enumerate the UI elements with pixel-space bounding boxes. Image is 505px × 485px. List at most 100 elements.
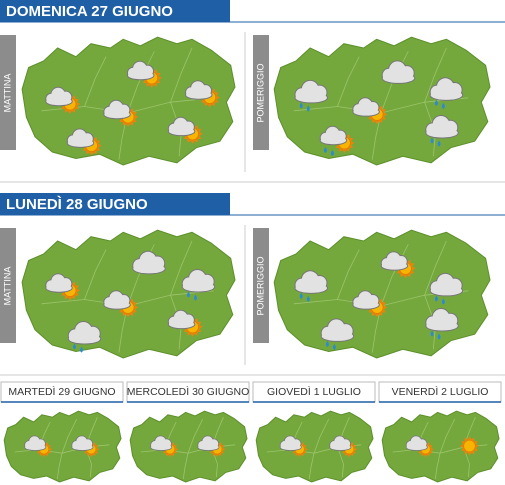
- weather-icon: [405, 435, 434, 458]
- cloud-fill: [67, 139, 94, 147]
- cloud-fill: [430, 90, 463, 100]
- weather-icon: [352, 290, 388, 318]
- region-map: [3, 410, 122, 483]
- cloud-fill: [426, 128, 458, 138]
- sun-disc: [463, 439, 476, 453]
- weather-icon: [429, 272, 464, 305]
- period-label: MATTINA: [2, 267, 12, 306]
- weather-icon: [425, 308, 459, 340]
- rain-drop: [306, 105, 310, 112]
- weather-icon: [167, 116, 203, 144]
- weather-icon: [45, 273, 80, 301]
- weather-icon: [67, 321, 102, 353]
- region-map: [381, 410, 500, 483]
- day-header-bar: [0, 193, 230, 215]
- cloud-fill: [168, 320, 195, 329]
- cloud-fill: [295, 92, 327, 103]
- valley-line: [84, 249, 107, 300]
- day-header-bar: [0, 0, 230, 22]
- region-shape: [381, 410, 500, 483]
- valley-line: [434, 453, 441, 480]
- weather-icon: [320, 318, 355, 350]
- rain-drop: [299, 102, 303, 109]
- region-shape: [21, 229, 236, 359]
- weather-icon: [126, 60, 162, 88]
- rain-drop: [306, 295, 310, 302]
- valley-line: [380, 51, 409, 114]
- weather-icon: [380, 251, 416, 279]
- region-map: [21, 229, 236, 359]
- period-label: POMERIGGIO: [255, 256, 265, 315]
- period-label-bar: [0, 228, 16, 343]
- valley-line: [182, 453, 189, 480]
- weather-icon: [167, 309, 203, 337]
- period-label: POMERIGGIO: [255, 63, 265, 122]
- weather-icon: [352, 97, 388, 125]
- weather-icon: [150, 435, 178, 458]
- weather-icon: [319, 125, 355, 156]
- cloud-fill: [25, 444, 46, 451]
- cloud-fill: [295, 283, 327, 293]
- cloud-fill: [104, 110, 130, 119]
- valley-line: [308, 453, 315, 480]
- region-shape: [129, 410, 248, 483]
- rain-drop: [80, 346, 83, 353]
- valley-line: [313, 418, 330, 454]
- rain-drop: [430, 330, 434, 337]
- cloud-fill: [426, 321, 458, 331]
- weather-icon: [181, 269, 216, 301]
- cloud-fill: [381, 261, 408, 270]
- valley-line: [170, 240, 193, 296]
- valley-line: [56, 453, 63, 480]
- cloud-fill: [320, 136, 347, 145]
- rain-drop: [299, 292, 303, 299]
- cloud-fill: [168, 127, 195, 136]
- cloud-fill: [72, 444, 93, 451]
- rain-drop: [323, 147, 327, 153]
- weather-icon: [197, 435, 226, 458]
- valley-line: [84, 56, 107, 107]
- cloud-fill: [127, 71, 154, 80]
- weather-icon: [24, 435, 52, 458]
- valley-line: [424, 47, 447, 103]
- rain-drop: [73, 343, 76, 350]
- period-label-bar: [253, 228, 269, 343]
- cloud-fill: [406, 444, 427, 451]
- weather-icon: [425, 115, 459, 147]
- cloud-fill: [330, 444, 351, 451]
- rain-drop: [437, 333, 441, 340]
- cloud-fill: [353, 300, 379, 309]
- weather-icon: [66, 128, 102, 156]
- rain-drop: [186, 291, 190, 298]
- weather-icon: [103, 99, 139, 127]
- cloud-fill: [46, 284, 72, 292]
- valley-line: [439, 418, 456, 454]
- valley-line: [424, 240, 447, 296]
- weather-icon: [459, 436, 480, 456]
- rain-drop: [441, 298, 445, 305]
- rain-drop: [330, 150, 334, 156]
- region-shape: [255, 410, 374, 483]
- region-map: [255, 410, 374, 483]
- cloud-fill: [46, 97, 72, 106]
- valley-line: [170, 47, 193, 103]
- weather-icon: [294, 270, 328, 302]
- cloud-fill: [280, 444, 301, 451]
- cloud-fill: [133, 263, 165, 274]
- rain-drop: [434, 295, 438, 302]
- valley-line: [337, 56, 360, 107]
- period-label: MATTINA: [2, 74, 12, 113]
- rain-drop: [332, 344, 336, 350]
- cloud-fill: [321, 331, 354, 341]
- outlook-title: MERCOLEDÌ 30 GIUGNO: [127, 385, 250, 398]
- weather-icon: [71, 435, 100, 458]
- cloud-fill: [104, 300, 130, 309]
- weather-icon: [185, 80, 220, 108]
- outlook-title: VENERDÌ 2 LUGLIO: [392, 385, 489, 398]
- rain-drop: [437, 140, 441, 147]
- cloud-fill: [198, 444, 219, 451]
- valley-line: [337, 249, 360, 300]
- period-label-bar: [0, 35, 16, 150]
- rain-drop: [325, 341, 329, 347]
